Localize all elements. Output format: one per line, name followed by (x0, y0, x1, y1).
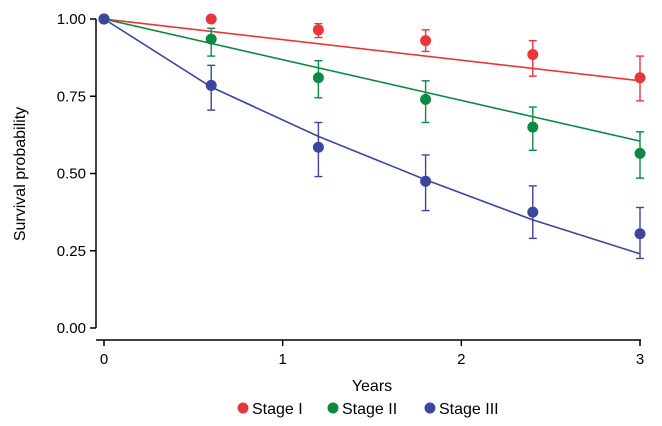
data-point-series-2 (420, 93, 432, 105)
data-point-series-1 (312, 24, 324, 36)
data-point-series-3 (205, 79, 217, 91)
y-tick-label: 0.75 (57, 88, 86, 105)
error-bars (207, 22, 644, 260)
y-tick-label: 1.00 (57, 11, 86, 28)
legend-label: Stage III (439, 401, 499, 418)
data-point-series-2 (527, 121, 539, 133)
data-point-series-1 (420, 35, 432, 47)
y-tick-label: 0.25 (57, 243, 86, 260)
x-axis-title: Years (352, 378, 392, 395)
y-axis-title: Survival probability (12, 107, 29, 241)
fit-line-series-2 (103, 18, 641, 142)
x-tick-label: 2 (457, 351, 465, 368)
fit-lines (103, 18, 641, 255)
data-point-series-2 (205, 33, 217, 45)
x-tick-label: 0 (100, 351, 108, 368)
legend-marker-series-3 (424, 402, 436, 414)
x-tick-label: 3 (636, 351, 644, 368)
x-tick-label: 1 (278, 351, 286, 368)
y-tick-label: 0.00 (57, 320, 86, 337)
legend-label: Stage I (252, 401, 303, 418)
legend-marker-series-1 (237, 402, 249, 414)
data-points (98, 13, 646, 240)
data-point-series-1 (205, 13, 217, 25)
fit-line-series-3 (103, 18, 641, 255)
y-tick-label: 0.50 (57, 166, 86, 183)
fit-line-series-1 (103, 18, 641, 82)
y-axis: 0.00 0.25 0.50 0.75 1.00 Survival probabilit… (12, 11, 97, 337)
data-point-series-3 (420, 175, 432, 187)
y-ticks: 0.00 0.25 0.50 0.75 1.00 (57, 11, 96, 337)
data-point-series-1 (634, 72, 646, 84)
data-point-series-2 (634, 147, 646, 159)
data-point-series-3 (98, 13, 110, 25)
x-ticks: 0 1 2 3 (100, 340, 644, 368)
data-point-series-3 (634, 228, 646, 240)
data-point-series-3 (312, 141, 324, 153)
data-point-series-2 (312, 72, 324, 84)
plot-area (98, 13, 646, 260)
legend-label: Stage II (342, 401, 397, 418)
data-point-series-1 (527, 49, 539, 61)
legend-marker-series-2 (327, 402, 339, 414)
x-axis: 0 1 2 3 Years (96, 339, 644, 395)
legend: Stage I Stage II Stage III (237, 401, 499, 418)
data-point-series-3 (527, 206, 539, 218)
